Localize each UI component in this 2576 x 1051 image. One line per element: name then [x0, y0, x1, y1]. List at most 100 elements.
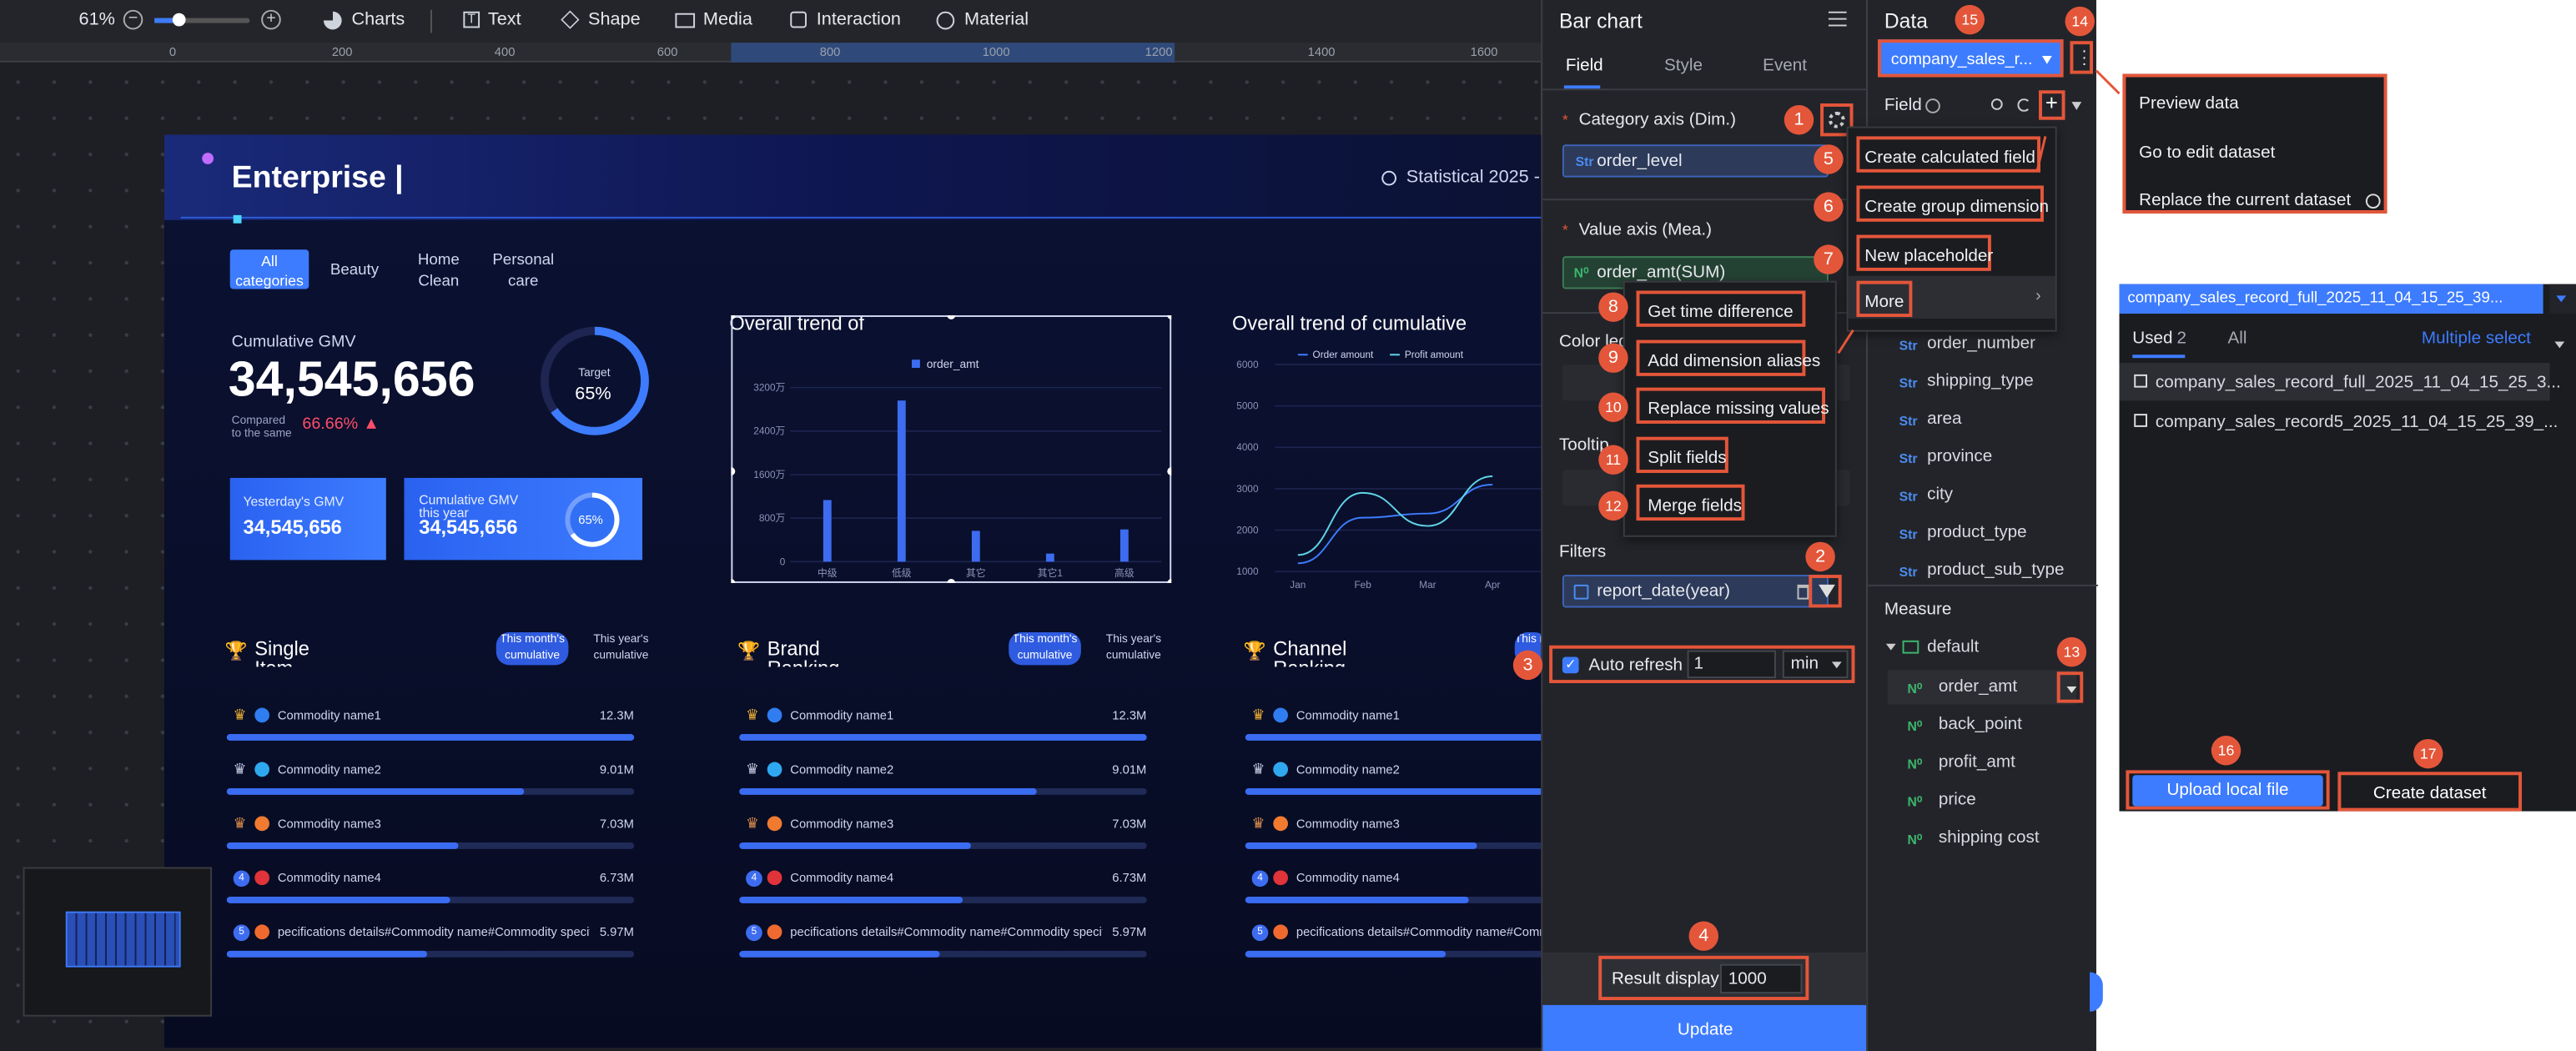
ruler-tick: 600: [657, 44, 678, 59]
tab-home-clean[interactable]: Home Clean: [417, 251, 460, 291]
update-button[interactable]: Update: [1542, 1004, 1869, 1051]
tab-style[interactable]: Style: [1664, 55, 1703, 76]
commodity-value: 12.3M: [1112, 707, 1147, 723]
filter-button[interactable]: [1809, 575, 1842, 608]
tab-month-cumulative[interactable]: This month's cumulative: [1009, 631, 1081, 666]
measure-folder: default: [1927, 636, 1980, 657]
bar: [823, 500, 832, 562]
dataset-item[interactable]: company_sales_record5_2025_11_04_15_25_3…: [2155, 412, 2558, 432]
toolbar-media[interactable]: Media: [702, 9, 752, 30]
dimension-field[interactable]: product_sub_type: [1927, 560, 2065, 580]
menu-lines-icon[interactable]: [1828, 11, 1847, 27]
menu-create-group-dimension[interactable]: Create group dimension: [1856, 185, 2049, 222]
dataset-popup-header[interactable]: company_sales_record_full_2025_11_04_15_…: [2119, 284, 2543, 314]
plus-icon: +: [2045, 90, 2058, 115]
refresh-unit-select[interactable]: min: [1782, 650, 1849, 679]
menu-add-dimension-aliases[interactable]: Add dimension aliases: [1636, 339, 1820, 376]
dimension-field[interactable]: shipping_type: [1927, 370, 2034, 391]
search-icon[interactable]: [1990, 98, 2003, 110]
tab-used[interactable]: Used: [2132, 328, 2173, 349]
result-display-input[interactable]: 1000: [1719, 963, 1803, 994]
toolbar-material[interactable]: Material: [964, 9, 1029, 30]
tab-month-cumulative[interactable]: This month's cumulative: [496, 631, 569, 666]
dataset-item-row[interactable]: [2119, 363, 2550, 401]
zoom-level[interactable]: 61%: [78, 9, 115, 30]
refresh-icon[interactable]: [2017, 98, 2031, 112]
dimension-field[interactable]: area: [1927, 409, 1962, 429]
minimap[interactable]: [23, 867, 213, 1017]
caret-down-icon[interactable]: [2071, 102, 2082, 110]
resize-handle: [947, 315, 956, 319]
auto-refresh-checkbox[interactable]: ✓: [1562, 656, 1579, 674]
tab-field[interactable]: Field: [1565, 55, 1603, 76]
toolbar-charts[interactable]: Charts: [351, 9, 405, 30]
menu-split-fields[interactable]: Split fields: [1636, 436, 1728, 474]
dataset-popup-caret[interactable]: [2549, 284, 2576, 314]
menu-replace-dataset[interactable]: Replace the current dataset: [2139, 190, 2352, 211]
info-icon: [1925, 98, 1940, 113]
create-dataset-button[interactable]: Create dataset: [2337, 772, 2523, 812]
tabs-divider: [1542, 88, 1869, 91]
resize-handle: [1167, 467, 1172, 475]
menu-go-to-edit-dataset[interactable]: Go to edit dataset: [2139, 143, 2276, 163]
measure-field[interactable]: order_amt: [1938, 676, 2018, 696]
menu-more[interactable]: More: [1856, 280, 1913, 317]
menu-preview-data[interactable]: Preview data: [2139, 93, 2239, 113]
tab-year-cumulative[interactable]: This year's cumulative: [593, 633, 649, 662]
zoom-in-icon[interactable]: +: [261, 9, 281, 30]
tab-all-categories[interactable]: All categories: [229, 249, 309, 289]
menu-create-calculated-field[interactable]: Create calculated field: [1856, 136, 2040, 173]
rank-bar-fill: [739, 788, 1037, 795]
rank-bar-fill: [1245, 950, 1446, 958]
value-axis-value: order_amt(SUM): [1597, 263, 1726, 283]
measure-dropdown-button[interactable]: [2056, 671, 2084, 703]
tab-personal-care[interactable]: Personal care: [492, 251, 555, 291]
x-tick-label: Jan: [1290, 579, 1306, 591]
dataset-more-button[interactable]: · · ·: [2070, 41, 2094, 74]
caret-down-icon[interactable]: [1885, 643, 1896, 651]
rank-bar-track: [1245, 734, 1545, 741]
upload-local-file-button[interactable]: Upload local file: [2132, 775, 2323, 807]
brand-logo-icon: [767, 870, 782, 886]
trash-icon[interactable]: [1797, 584, 1809, 600]
rank-bar-track: [226, 950, 635, 958]
dimension-field[interactable]: product_type: [1927, 522, 2027, 542]
toolbar-text[interactable]: Text: [487, 9, 521, 30]
gear-settings-button[interactable]: [1820, 103, 1854, 137]
menu-replace-missing-values[interactable]: Replace missing values: [1636, 387, 1829, 424]
menu-new-placeholder[interactable]: New placeholder: [1856, 234, 1993, 271]
tab-year-cumulative[interactable]: This year's cumulative: [1105, 633, 1161, 662]
zoom-slider[interactable]: [154, 13, 250, 27]
measure-highlight: [1887, 670, 2077, 705]
tab-beauty[interactable]: Beauty: [330, 261, 380, 279]
dots-popup: Preview data Go to edit dataset Replace …: [2122, 73, 2387, 214]
tab-event[interactable]: Event: [1763, 55, 1808, 76]
caret-down-icon[interactable]: [2554, 341, 2565, 349]
menu-merge-fields[interactable]: Merge fields: [1636, 484, 1745, 521]
dimension-field[interactable]: city: [1927, 484, 1954, 505]
dimension-field[interactable]: province: [1927, 446, 1993, 467]
menu-label: Merge fields: [1648, 495, 1742, 516]
zoom-slider-handle[interactable]: [172, 13, 186, 27]
measure-field[interactable]: price: [1938, 789, 1976, 810]
multiple-select-link[interactable]: Multiple select: [2421, 328, 2531, 349]
measure-field[interactable]: shipping cost: [1938, 827, 2040, 847]
rank-badge: 5: [233, 924, 250, 942]
tab-all[interactable]: All: [2227, 328, 2247, 349]
measure-field[interactable]: back_point: [1938, 714, 2022, 735]
dataset-select[interactable]: company_sales_r...: [1878, 39, 2064, 78]
toolbar-interaction[interactable]: Interaction: [816, 9, 901, 30]
dimension-field[interactable]: order_number: [1927, 333, 2035, 354]
category-axis-field[interactable]: Str order_level: [1562, 144, 1829, 178]
zoom-out-icon[interactable]: −: [123, 9, 143, 30]
data-title: Data: [1884, 9, 1928, 33]
blue-corner-button[interactable]: [2090, 972, 2103, 1012]
measure-field[interactable]: profit_amt: [1938, 752, 2015, 772]
refresh-interval-input[interactable]: 1: [1687, 650, 1776, 679]
toolbar-shape[interactable]: Shape: [588, 9, 641, 30]
dataset-item[interactable]: company_sales_record_full_2025_11_04_15_…: [2155, 372, 2561, 393]
x-tick-label: 其它1: [1038, 567, 1063, 579]
add-field-button[interactable]: +: [2039, 90, 2065, 120]
menu-get-time-difference[interactable]: Get time difference: [1636, 290, 1806, 327]
